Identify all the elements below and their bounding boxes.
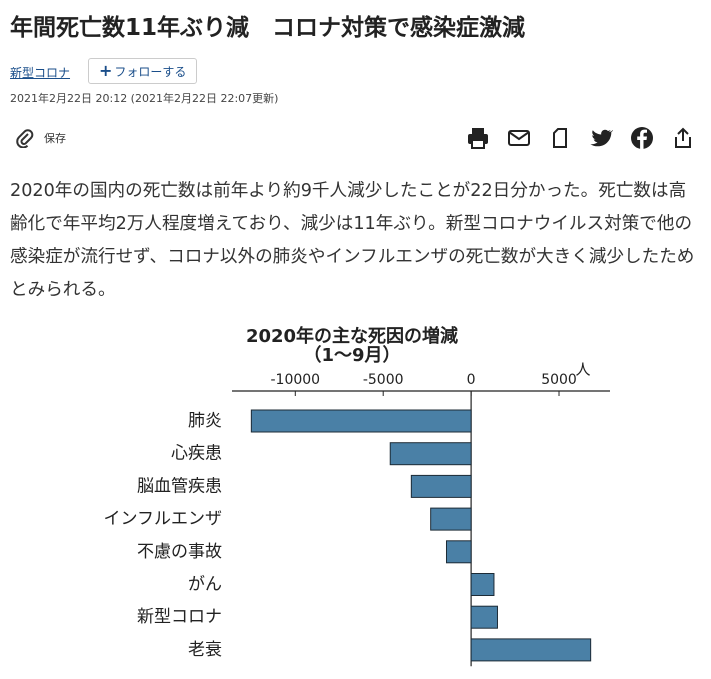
y-tick-label: 脳血管疾患 <box>137 476 222 496</box>
share-icons <box>466 126 695 150</box>
twitter-icon[interactable] <box>589 126 613 150</box>
bar <box>250 409 472 433</box>
y-tick-label: インフルエンザ <box>104 509 223 529</box>
article-title: 年間死亡数11年ぶり減 コロナ対策で感染症激減 <box>10 15 526 41</box>
mail-icon[interactable] <box>507 126 531 150</box>
follow-label: フォローする <box>114 65 187 79</box>
facebook-icon[interactable] <box>630 126 654 150</box>
y-tick-label: 肺炎 <box>188 411 222 431</box>
article-paragraph: 2020年の国内の死亡数は前年より約9千人減少したことが22日分かった。死亡数は… <box>10 181 695 300</box>
y-tick-label: 心疾患 <box>171 444 222 464</box>
bar <box>430 507 472 531</box>
y-tick-label: 老衰 <box>188 640 222 660</box>
bar <box>470 638 592 662</box>
bar <box>470 605 498 629</box>
follow-button[interactable]: + フォローする <box>88 58 198 84</box>
y-tick-label: 不慮の事故 <box>137 542 222 562</box>
clip-icon <box>16 129 34 148</box>
share-icon[interactable] <box>671 126 695 150</box>
timestamp: 2021年2月22日 20:12 (2021年2月22日 22:07更新) <box>10 92 279 105</box>
chart: 2020年の主な死因の増減 （1～9月） 人 -10000 -5000 0 5000 肺… <box>104 325 610 667</box>
chart-title: 2020年の主な死因の増減 <box>246 325 458 347</box>
y-tick-label: がん <box>188 575 222 595</box>
bar <box>389 442 472 466</box>
save-button[interactable]: 保存 <box>16 128 66 148</box>
chart-subtitle: （1～9月） <box>303 345 400 366</box>
axis-unit: 人 <box>575 361 590 379</box>
save-label: 保存 <box>44 132 66 145</box>
x-tick-label: 0 <box>467 372 476 388</box>
y-tick-label: 新型コロナ <box>137 607 222 627</box>
bar <box>410 474 472 498</box>
x-tick-label: -5000 <box>363 372 404 388</box>
memo-icon[interactable] <box>548 126 572 150</box>
topic-tag[interactable]: 新型コロナ <box>10 66 71 80</box>
x-tick-label: -10000 <box>270 372 320 388</box>
x-tick-label: 5000 <box>541 372 577 388</box>
bar <box>445 540 472 564</box>
print-icon[interactable] <box>466 126 490 150</box>
bar <box>470 573 495 596</box>
